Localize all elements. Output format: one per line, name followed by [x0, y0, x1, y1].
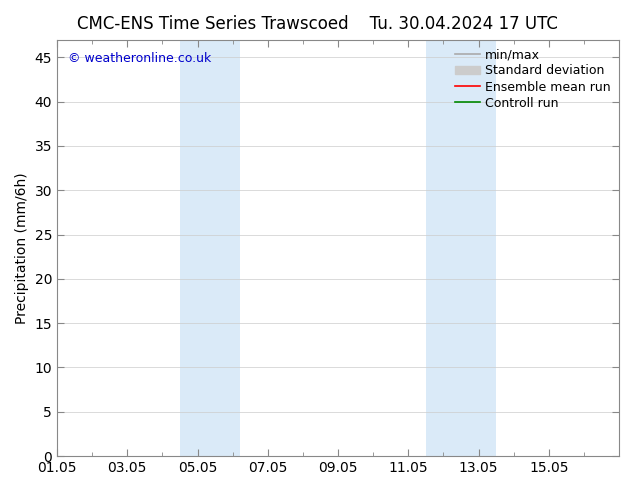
Text: CMC-ENS Time Series Trawscoed    Tu. 30.04.2024 17 UTC: CMC-ENS Time Series Trawscoed Tu. 30.04.… [77, 15, 557, 33]
Legend: min/max, Standard deviation, Ensemble mean run, Controll run: min/max, Standard deviation, Ensemble me… [452, 46, 612, 112]
Text: © weatheronline.co.uk: © weatheronline.co.uk [68, 52, 212, 65]
Y-axis label: Precipitation (mm/6h): Precipitation (mm/6h) [15, 172, 29, 323]
Bar [426, 40, 496, 456]
Bar [180, 40, 240, 456]
